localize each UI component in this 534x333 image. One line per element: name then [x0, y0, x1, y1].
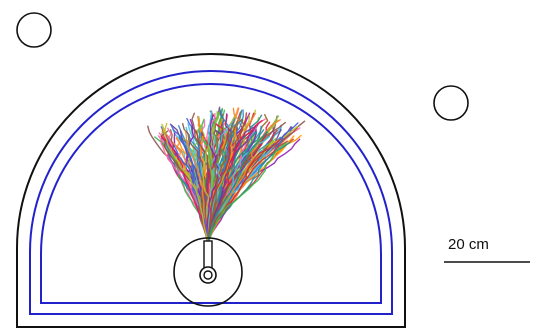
landmark-circle-right — [433, 85, 469, 121]
trajectory-bundle — [147, 106, 306, 245]
arena-inner-wall-inner — [40, 83, 382, 304]
start-chamber — [173, 237, 243, 307]
trajectory-path — [206, 131, 268, 245]
landmark-circle-left — [16, 12, 52, 48]
trajectory-path — [207, 127, 231, 245]
start-corridor — [203, 240, 213, 269]
trajectory-path — [207, 138, 282, 245]
trajectory-path — [163, 122, 210, 245]
start-ring-inner — [203, 270, 213, 280]
trajectory-path — [191, 112, 209, 245]
trajectory-path — [207, 142, 287, 245]
arena-inner-wall-outer — [29, 70, 393, 315]
trajectory-path — [207, 123, 232, 245]
scale-bar-label: 20 cm — [448, 236, 489, 253]
arena-outer-wall — [16, 53, 406, 328]
